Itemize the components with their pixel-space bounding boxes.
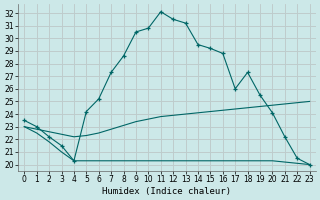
X-axis label: Humidex (Indice chaleur): Humidex (Indice chaleur) (102, 187, 231, 196)
